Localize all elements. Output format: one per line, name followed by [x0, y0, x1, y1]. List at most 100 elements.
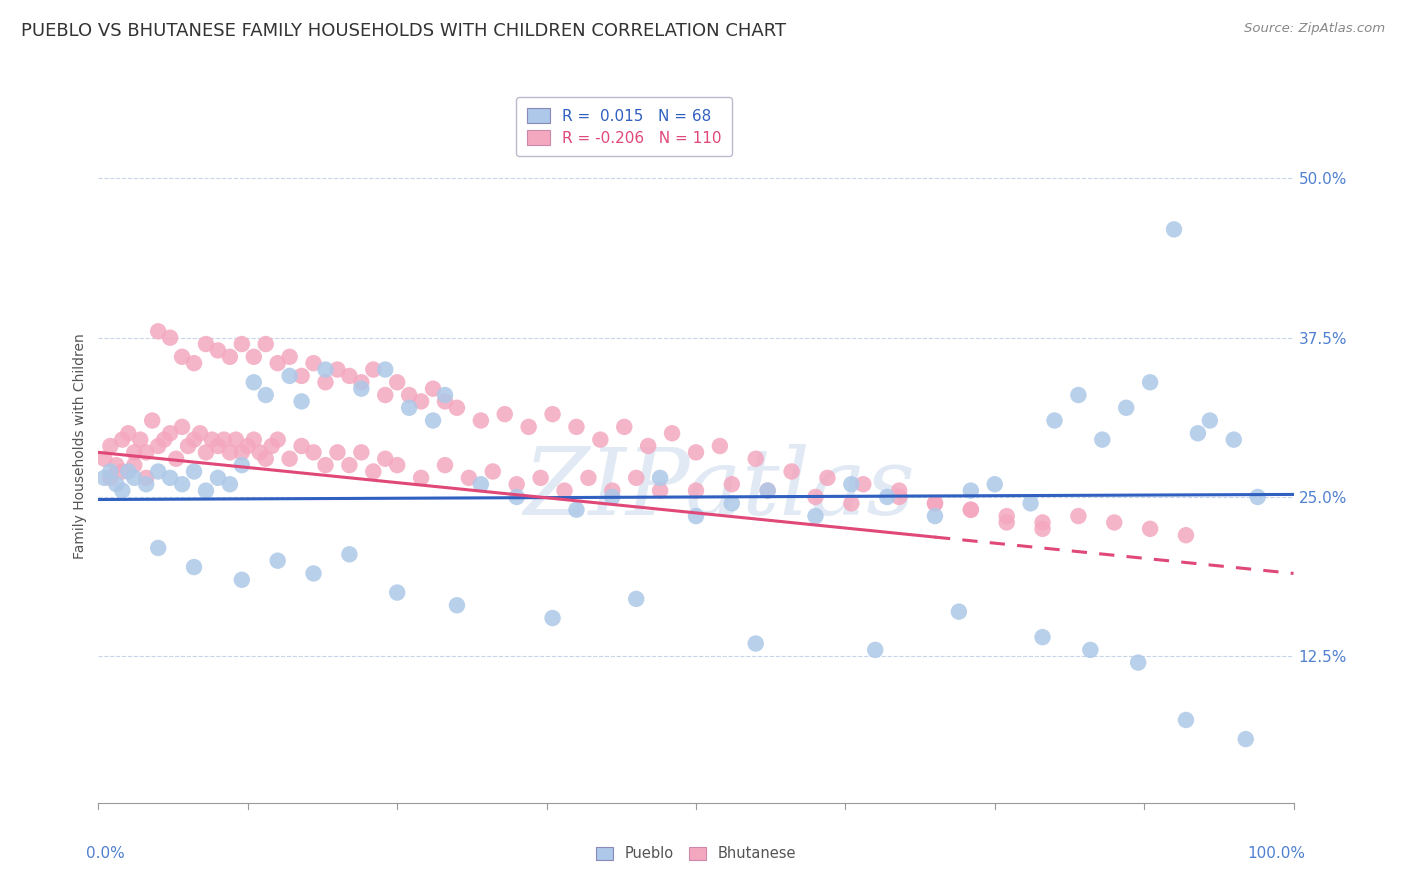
- Point: [302, 356, 325, 370]
- Point: [93, 451, 115, 466]
- Y-axis label: Family Households with Children: Family Households with Children: [73, 333, 87, 559]
- Point: [129, 433, 152, 447]
- Point: [815, 471, 838, 485]
- Point: [278, 451, 301, 466]
- Point: [172, 350, 194, 364]
- Point: [339, 368, 361, 383]
- Point: [804, 509, 827, 524]
- Point: [541, 407, 564, 421]
- Point: [517, 420, 540, 434]
- Point: [626, 591, 648, 606]
- Point: [105, 477, 128, 491]
- Point: [709, 439, 731, 453]
- Point: [422, 382, 444, 396]
- Point: [434, 388, 457, 402]
- Point: [865, 643, 887, 657]
- Point: [148, 465, 170, 479]
- Point: [219, 477, 242, 491]
- Point: [254, 388, 277, 402]
- Point: [626, 471, 648, 485]
- Point: [841, 496, 863, 510]
- Point: [721, 477, 744, 491]
- Point: [995, 516, 1018, 530]
- Point: [1187, 426, 1209, 441]
- Point: [219, 350, 242, 364]
- Point: [948, 605, 970, 619]
- Point: [745, 636, 768, 650]
- Point: [124, 471, 146, 485]
- Point: [326, 362, 349, 376]
- Point: [212, 433, 235, 447]
- Point: [148, 324, 170, 338]
- Point: [363, 362, 385, 376]
- Point: [578, 471, 600, 485]
- Point: [267, 554, 290, 568]
- Point: [1234, 732, 1257, 747]
- Point: [565, 502, 588, 516]
- Point: [960, 483, 983, 498]
- Point: [434, 394, 457, 409]
- Point: [254, 337, 277, 351]
- Point: [924, 509, 946, 524]
- Point: [135, 471, 157, 485]
- Point: [602, 483, 624, 498]
- Point: [148, 439, 170, 453]
- Point: [124, 458, 146, 472]
- Point: [165, 451, 187, 466]
- Point: [446, 401, 468, 415]
- Point: [960, 502, 983, 516]
- Point: [207, 343, 229, 358]
- Point: [254, 451, 277, 466]
- Point: [458, 471, 481, 485]
- Point: [1128, 656, 1150, 670]
- Point: [374, 451, 396, 466]
- Point: [236, 439, 259, 453]
- Point: [117, 465, 139, 479]
- Point: [589, 433, 612, 447]
- Point: [648, 471, 672, 485]
- Point: [183, 560, 205, 574]
- Point: [780, 465, 803, 479]
- Point: [177, 439, 200, 453]
- Point: [219, 445, 242, 459]
- Point: [530, 471, 553, 485]
- Point: [278, 350, 301, 364]
- Point: [1067, 388, 1090, 402]
- Point: [541, 611, 564, 625]
- Point: [339, 458, 361, 472]
- Legend: Pueblo, Bhutanese: Pueblo, Bhutanese: [591, 840, 801, 867]
- Point: [385, 458, 409, 472]
- Point: [374, 362, 396, 376]
- Point: [1032, 516, 1054, 530]
- Point: [876, 490, 898, 504]
- Point: [1032, 630, 1054, 644]
- Point: [960, 502, 983, 516]
- Point: [291, 439, 314, 453]
- Point: [804, 490, 827, 504]
- Point: [243, 350, 266, 364]
- Point: [685, 483, 707, 498]
- Point: [172, 420, 194, 434]
- Point: [411, 394, 433, 409]
- Point: [924, 496, 946, 510]
- Point: [195, 483, 218, 498]
- Point: [1223, 433, 1246, 447]
- Point: [267, 433, 290, 447]
- Point: [554, 483, 576, 498]
- Point: [243, 376, 266, 390]
- Point: [1019, 496, 1042, 510]
- Point: [231, 458, 253, 472]
- Point: [446, 599, 468, 613]
- Point: [302, 566, 325, 581]
- Point: [506, 477, 529, 491]
- Point: [124, 445, 146, 459]
- Point: [135, 445, 157, 459]
- Point: [506, 490, 529, 504]
- Point: [278, 368, 301, 383]
- Point: [1247, 490, 1270, 504]
- Point: [481, 465, 505, 479]
- Point: [924, 496, 946, 510]
- Point: [1043, 413, 1066, 427]
- Point: [1175, 713, 1198, 727]
- Point: [637, 439, 659, 453]
